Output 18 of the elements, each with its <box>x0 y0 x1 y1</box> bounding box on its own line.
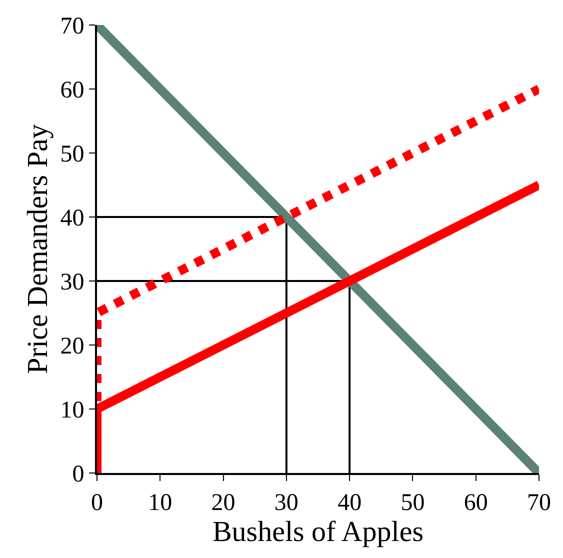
y-tick-label: 30 <box>60 269 84 296</box>
x-tick-label: 10 <box>148 490 172 516</box>
x-tick-label: 0 <box>91 490 103 516</box>
x-axis-title: Bushels of Apples <box>212 516 424 548</box>
y-tick-label: 10 <box>60 397 84 424</box>
x-tick-label: 70 <box>527 490 551 516</box>
y-tick-label: 40 <box>60 205 84 232</box>
y-tick-label: 50 <box>60 141 84 168</box>
x-tick-label: 60 <box>464 490 488 516</box>
y-tick-label: 60 <box>60 77 84 104</box>
x-tick-label: 30 <box>274 490 298 516</box>
y-tick-label: 0 <box>72 461 84 488</box>
y-tick-label: 20 <box>60 333 84 360</box>
y-tick-label: 70 <box>60 13 84 40</box>
y-axis-title: Price Demanders Pay <box>22 124 54 374</box>
x-tick-label: 40 <box>338 490 362 516</box>
x-tick-label: 20 <box>211 490 236 516</box>
x-tick-label: 50 <box>400 490 425 516</box>
